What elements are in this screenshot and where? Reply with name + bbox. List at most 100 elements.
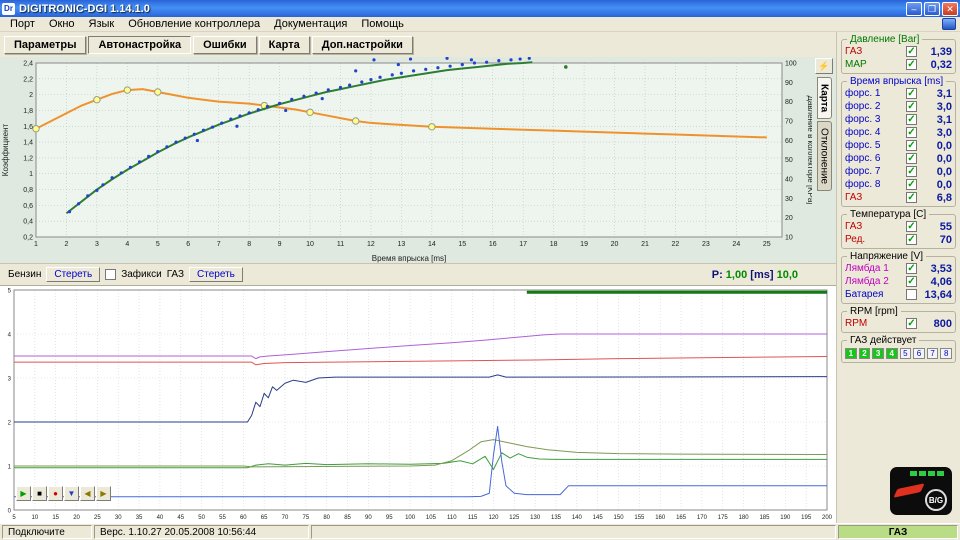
- svg-text:25: 25: [94, 515, 101, 521]
- inj7-checkbox[interactable]: ✓: [906, 166, 917, 177]
- tab-extra-settings[interactable]: Доп.настройки: [311, 35, 413, 54]
- inj1-checkbox[interactable]: ✓: [906, 88, 917, 99]
- svg-text:80: 80: [323, 515, 330, 521]
- status-fuel-mode: ГАЗ: [838, 525, 958, 539]
- play-button[interactable]: ▶: [16, 486, 31, 501]
- lambda2-checkbox[interactable]: ✓: [906, 276, 917, 287]
- group-injection-time: Время впрыска [ms] форс. 1 ✓ 3,1 форс. 2…: [841, 76, 956, 207]
- minimize-button[interactable]: –: [906, 1, 922, 16]
- svg-text:6: 6: [186, 241, 190, 248]
- menu-port[interactable]: Порт: [10, 18, 35, 30]
- gas-inj-checkbox[interactable]: ✓: [906, 192, 917, 203]
- svg-text:125: 125: [509, 515, 520, 521]
- panel-toggle-button[interactable]: ⚡: [815, 58, 833, 74]
- svg-text:2,2: 2,2: [23, 76, 33, 83]
- injection-map-chart[interactable]: 1 2 3 4 5 6 7 8 9 10 11 12 13 14 15 16 17 18 19 20 21 22 23 24 2…: [0, 57, 812, 263]
- cylinder-led-6: 6: [913, 348, 925, 359]
- svg-text:2: 2: [29, 92, 33, 99]
- svg-text:Давление в коллекторе [KPa]: Давление в коллекторе [KPa]: [806, 95, 812, 204]
- group-pressure: Давление [Bar] ГАЗ ✓ 1,39 MAP ✓ 0,32: [841, 34, 956, 74]
- map-chart-area: 1 2 3 4 5 6 7 8 9 10 11 12 13 14 15 16 17 18 19 20 21 22 23 24 2…: [0, 57, 836, 263]
- cylinder-led-row: 1 2 3 4 5 6 7 8: [845, 346, 952, 360]
- menu-language[interactable]: Язык: [88, 18, 115, 30]
- svg-text:165: 165: [676, 515, 687, 521]
- side-tab-deviation[interactable]: Отклонение: [816, 121, 832, 192]
- main-tabs: Параметры Автонастройка Ошибки Карта Доп…: [0, 32, 836, 57]
- stop-button[interactable]: ■: [32, 486, 47, 501]
- tab-autotune[interactable]: Автонастройка: [88, 35, 192, 54]
- svg-text:70: 70: [282, 515, 289, 521]
- menu-help[interactable]: Помощь: [361, 18, 404, 30]
- gas-clear-button[interactable]: Стереть: [189, 267, 243, 282]
- fix-checkbox[interactable]: [105, 269, 117, 280]
- inj6-checkbox[interactable]: ✓: [906, 153, 917, 164]
- oscilloscope-area: 5 10 15 20 25 30 35 40 45 50 55 60 65 70 75 80 85 90 95 100…: [0, 285, 836, 523]
- app-icon: Dr: [2, 2, 15, 15]
- rpm-checkbox[interactable]: ✓: [906, 318, 917, 329]
- battery-checkbox[interactable]: [906, 289, 917, 300]
- tab-map[interactable]: Карта: [258, 35, 310, 54]
- side-tab-map[interactable]: Карта: [816, 77, 832, 120]
- maximize-button[interactable]: ❐: [924, 1, 940, 16]
- svg-text:1: 1: [8, 465, 12, 471]
- group-rpm: RPM [rpm] RPM ✓ 800: [841, 306, 956, 333]
- menu-controller-update[interactable]: Обновление контроллера: [128, 18, 261, 30]
- inj8-checkbox[interactable]: ✓: [906, 179, 917, 190]
- svg-text:22: 22: [672, 241, 680, 248]
- map-controls: Бензин Стереть Зафикси ГАЗ Стереть P: 1,…: [0, 263, 836, 285]
- svg-text:10: 10: [32, 515, 39, 521]
- svg-text:30: 30: [115, 515, 122, 521]
- close-button[interactable]: ✕: [942, 1, 958, 16]
- inj4-checkbox[interactable]: ✓: [906, 127, 917, 138]
- svg-text:130: 130: [530, 515, 541, 521]
- param-row-inj5: форс. 5 ✓ 0,0: [845, 139, 952, 152]
- svg-text:9: 9: [278, 241, 282, 248]
- gas-label: ГАЗ: [166, 269, 185, 280]
- status-connect: Подключите: [2, 525, 92, 539]
- status-version: Верс. 1.10.27 20.05.2008 10:56:44: [94, 525, 309, 539]
- svg-text:200: 200: [822, 515, 833, 521]
- bg-button-icon: B/G: [925, 489, 947, 511]
- param-row-map-pressure: MAP ✓ 0,32: [845, 58, 952, 71]
- benzin-label: Бензин: [8, 269, 42, 280]
- svg-text:40: 40: [785, 177, 793, 184]
- svg-text:180: 180: [739, 515, 750, 521]
- gas-pressure-checkbox[interactable]: ✓: [906, 46, 917, 57]
- step-back-button[interactable]: ◀: [80, 486, 95, 501]
- step-forward-button[interactable]: ▶: [96, 486, 111, 501]
- svg-text:4: 4: [8, 333, 12, 339]
- svg-text:5: 5: [8, 289, 12, 295]
- cylinder-led-5: 5: [899, 348, 912, 359]
- inj5-checkbox[interactable]: ✓: [906, 140, 917, 151]
- menu-window[interactable]: Окно: [48, 18, 75, 30]
- menu-documentation[interactable]: Документация: [274, 18, 348, 30]
- telemetry-panel: Давление [Bar] ГАЗ ✓ 1,39 MAP ✓ 0,32 Вре…: [836, 32, 960, 523]
- svg-text:75: 75: [303, 515, 310, 521]
- svg-text:95: 95: [386, 515, 393, 521]
- param-row-gas-inj: ГАЗ ✓ 6,8: [845, 191, 952, 204]
- title-bar: Dr DIGITRONIC-DGI 1.14.1.0 – ❐ ✕: [0, 0, 960, 17]
- svg-text:1: 1: [29, 171, 33, 178]
- record-button[interactable]: ●: [48, 486, 63, 501]
- svg-text:20: 20: [73, 515, 80, 521]
- svg-text:85: 85: [344, 515, 351, 521]
- svg-text:150: 150: [614, 515, 625, 521]
- svg-text:175: 175: [718, 515, 729, 521]
- benzin-clear-button[interactable]: Стереть: [46, 267, 101, 282]
- lambda1-checkbox[interactable]: ✓: [906, 263, 917, 274]
- svg-text:1: 1: [34, 241, 38, 248]
- group-voltage: Напряжение [V] Лямбда 1 ✓ 3,53 Лямбда 2 …: [841, 251, 956, 304]
- param-row-rpm: RPM ✓ 800: [845, 317, 952, 330]
- svg-text:20: 20: [785, 215, 793, 222]
- reducer-temp-checkbox[interactable]: ✓: [906, 234, 917, 245]
- gas-temp-checkbox[interactable]: ✓: [906, 221, 917, 232]
- svg-text:160: 160: [655, 515, 666, 521]
- inj2-checkbox[interactable]: ✓: [906, 101, 917, 112]
- svg-text:2: 2: [8, 421, 12, 427]
- save-down-button[interactable]: ▼: [64, 486, 79, 501]
- tab-errors[interactable]: Ошибки: [193, 35, 257, 54]
- tab-parameters[interactable]: Параметры: [4, 35, 87, 54]
- map-pressure-checkbox[interactable]: ✓: [906, 59, 917, 70]
- group-gas-active: ГАЗ действует 1 2 3 4 5 6 7 8: [841, 335, 956, 363]
- inj3-checkbox[interactable]: ✓: [906, 114, 917, 125]
